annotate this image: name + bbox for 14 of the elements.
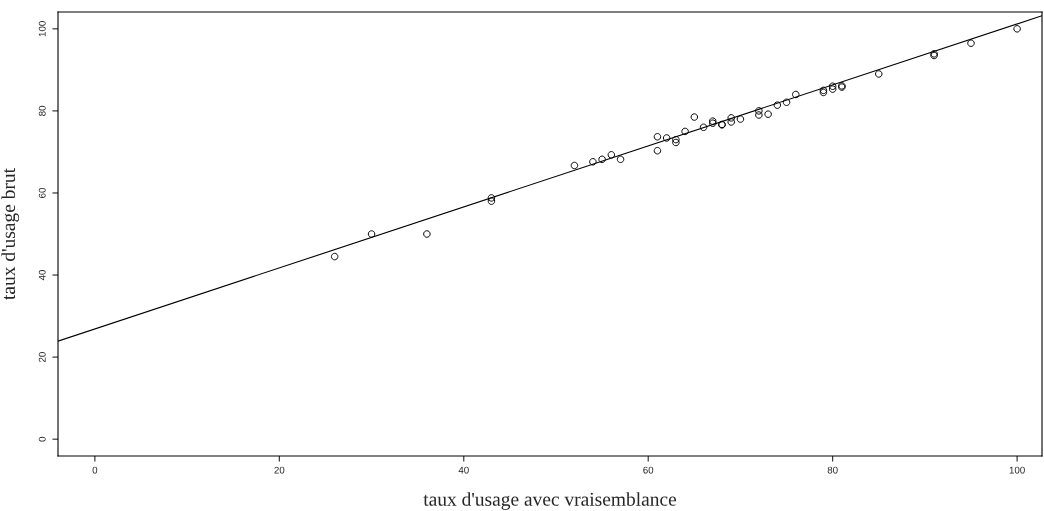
y-axis-title: taux d'usage brut xyxy=(1,168,20,300)
x-tick-label: 0 xyxy=(92,466,98,474)
y-tick-label: 60 xyxy=(38,187,46,198)
x-axis-title: taux d'usage avec vraisemblance xyxy=(423,492,677,510)
y-tick-label: 100 xyxy=(38,21,46,37)
x-tick-label: 80 xyxy=(827,466,838,474)
y-tick-label: 20 xyxy=(38,352,46,363)
y-tick-label: 40 xyxy=(38,270,46,281)
y-tick-label: 80 xyxy=(38,105,46,116)
y-tick-label: 0 xyxy=(38,436,46,442)
x-tick-label: 60 xyxy=(643,466,654,474)
x-tick-label: 40 xyxy=(458,466,469,474)
x-tick-label: 100 xyxy=(1009,466,1025,474)
x-tick-label: 20 xyxy=(274,466,285,474)
